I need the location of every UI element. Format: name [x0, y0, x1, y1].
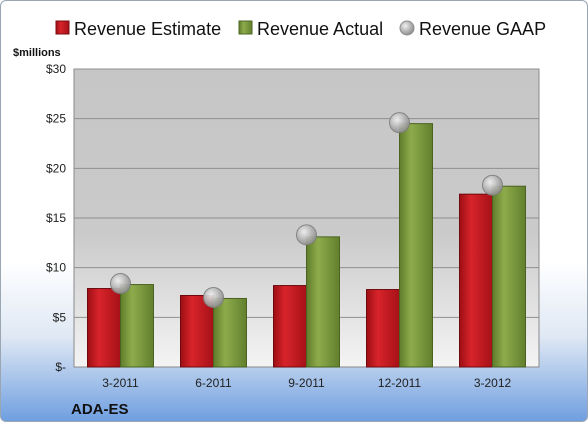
y-tick-label: $30 — [46, 62, 66, 76]
marker-revenue-gaap — [110, 273, 131, 295]
x-tick-label: 3-2011 — [102, 376, 139, 390]
bar-revenue-estimate — [366, 289, 400, 368]
legend-swatch-actual — [238, 20, 253, 35]
legend-label-actual: Revenue Actual — [257, 19, 383, 39]
y-tick-label: $20 — [46, 161, 66, 175]
x-tick-label: 9-2011 — [288, 376, 325, 390]
bar-revenue-estimate — [273, 285, 307, 368]
bar-revenue-actual — [399, 123, 433, 368]
gaap-markers — [110, 112, 503, 308]
marker-revenue-gaap — [296, 224, 317, 246]
y-tick-label: $15 — [46, 211, 66, 225]
y-axis-unit-label: $millions — [13, 47, 61, 59]
bar-revenue-estimate — [87, 288, 121, 368]
bar-revenue-estimate — [180, 294, 214, 368]
x-axis-ticks: 3-2011 6-2011 9-2011 12-2011 3-2012 — [102, 376, 511, 390]
x-tick-label: 12-2011 — [378, 376, 421, 390]
ticker-label: ADA-ES — [71, 401, 129, 418]
y-tick-label: $10 — [46, 261, 66, 275]
legend-swatch-estimate — [55, 20, 70, 35]
bar-revenue-actual — [213, 297, 247, 368]
legend-label-estimate: Revenue Estimate — [74, 19, 221, 39]
legend-marker-gaap — [399, 20, 415, 36]
bars — [87, 123, 526, 368]
bar-revenue-actual — [492, 185, 526, 368]
legend-label-gaap: Revenue GAAP — [419, 19, 546, 39]
marker-revenue-gaap — [482, 174, 503, 196]
bar-revenue-estimate — [459, 193, 493, 368]
marker-revenue-gaap — [389, 112, 410, 134]
x-tick-label: 6-2011 — [195, 376, 232, 390]
legend: Revenue Estimate Revenue Actual Revenue … — [55, 19, 546, 39]
marker-revenue-gaap — [203, 286, 224, 308]
bar-revenue-actual — [120, 284, 154, 368]
y-tick-label: $5 — [53, 310, 67, 324]
y-axis-ticks: $- $5 $10 $15 $20 $25 $30 — [46, 62, 66, 374]
bar-revenue-actual — [306, 236, 340, 368]
y-tick-label: $25 — [46, 112, 66, 126]
x-tick-label: 3-2012 — [474, 376, 512, 390]
y-tick-label: $- — [55, 360, 66, 374]
